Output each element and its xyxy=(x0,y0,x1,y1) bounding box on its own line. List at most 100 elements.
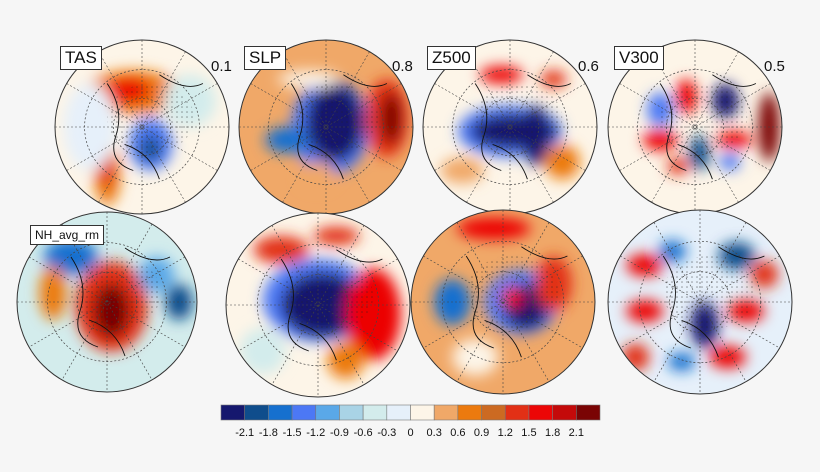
anomaly-region xyxy=(313,226,360,246)
colorbar-swatch xyxy=(481,404,506,421)
coastline xyxy=(474,74,572,180)
anomaly-region xyxy=(709,346,746,369)
anomaly-region xyxy=(750,260,779,289)
panel-label-v300: V300 xyxy=(614,46,664,70)
latitude-line xyxy=(665,97,725,157)
anomaly-region xyxy=(540,70,567,88)
colorbar-swatch xyxy=(244,404,269,421)
colorbar-swatch xyxy=(339,404,364,421)
longitude-line xyxy=(28,256,186,348)
map-border xyxy=(16,211,198,393)
colorbar-tick-label: 0 xyxy=(407,427,413,439)
latitude-line xyxy=(480,97,540,157)
colorbar-swatch xyxy=(386,404,411,421)
coastline xyxy=(662,246,765,358)
polar-map-nh-avg-rm xyxy=(16,211,198,393)
colorbar-tick-label: 1.8 xyxy=(545,427,560,439)
longitude-line xyxy=(619,83,771,171)
anomaly-region xyxy=(299,161,335,188)
latitude-line xyxy=(669,271,731,333)
colorbar: -2.1 -1.8 -1.5 -1.2 -0.9 -0.6 -0.3 0 0.3 0.6 0.9 1.… xyxy=(220,404,601,439)
anomaly-region xyxy=(278,70,340,88)
colorbar-swatch xyxy=(220,404,245,421)
longitude-line xyxy=(619,83,771,171)
anomaly-region xyxy=(626,300,664,323)
longitude-line xyxy=(651,51,739,203)
longitude-line xyxy=(423,255,583,349)
map-border xyxy=(225,212,411,398)
longitude-line xyxy=(238,258,398,352)
coastline xyxy=(280,249,383,361)
coastline xyxy=(659,74,757,180)
panel-label-z500: Z500 xyxy=(427,46,476,70)
colorbar-tick-label: -1.5 xyxy=(283,427,302,439)
longitude-line xyxy=(282,51,370,203)
longitude-line xyxy=(434,83,586,171)
significance-stipple xyxy=(291,83,379,154)
longitude-line xyxy=(61,223,153,381)
anomaly-region xyxy=(719,153,741,171)
colorbar-swatch xyxy=(433,404,459,421)
colorbar-tick-label: 2.1 xyxy=(569,427,584,439)
longitude-line xyxy=(250,83,402,171)
map-border xyxy=(410,209,596,395)
colorbar-tick-label: 0.3 xyxy=(427,427,442,439)
longitude-line xyxy=(434,83,586,171)
significance-stipple xyxy=(466,255,559,330)
anomaly-region xyxy=(239,328,286,374)
colorbar-swatch xyxy=(315,404,340,421)
colorbar-swatch xyxy=(528,404,553,421)
anomaly-region xyxy=(253,236,309,264)
colorbar-swatch xyxy=(457,404,482,421)
colorbar-tick-label: -0.3 xyxy=(377,427,396,439)
colorbar-tick-label: -2.1 xyxy=(235,427,254,439)
map-border xyxy=(54,39,230,215)
longitude-line xyxy=(651,51,739,203)
significance-stipple xyxy=(71,257,161,329)
latitude-line xyxy=(296,97,356,157)
significance-stipple xyxy=(475,83,563,154)
longitude-line xyxy=(98,51,186,203)
anomaly-region xyxy=(452,338,499,376)
colorbar-swatch xyxy=(362,404,388,421)
significance-stipple xyxy=(663,255,756,330)
coastline xyxy=(70,247,171,357)
colorbar-swatch xyxy=(410,404,435,421)
significance-stipple xyxy=(281,259,374,333)
significance-stipple xyxy=(107,83,195,154)
colorbar-tick-label: 0.9 xyxy=(474,427,489,439)
colorbar-swatch xyxy=(504,404,530,421)
anomaly-region xyxy=(544,144,580,180)
coastline xyxy=(290,74,388,180)
panel-value-tas: 0.1 xyxy=(211,58,232,75)
panel-label-slp: SLP xyxy=(244,46,287,70)
longitude-line xyxy=(456,222,550,382)
colorbar-swatch xyxy=(552,404,577,421)
panel-value-slp: 0.8 xyxy=(392,58,413,75)
colorbar-tick-label: -0.6 xyxy=(354,427,373,439)
longitude-line xyxy=(282,51,370,203)
panel-label-tas: TAS xyxy=(60,46,102,70)
longitude-line xyxy=(250,83,402,171)
latitude-line xyxy=(287,274,349,336)
map-border xyxy=(607,209,793,395)
polar-map-v300-bottom xyxy=(607,209,793,395)
significance-stipple xyxy=(660,83,748,154)
anomaly-region xyxy=(63,83,116,171)
latitude-line xyxy=(112,97,172,157)
polar-map-z500-bottom xyxy=(410,209,596,395)
panel-value-z500: 0.6 xyxy=(578,58,599,75)
polar-map-tas xyxy=(54,39,230,215)
longitude-line xyxy=(98,51,186,203)
longitude-line xyxy=(66,83,218,171)
longitude-line xyxy=(466,51,554,203)
colorbar-tick-label: -1.8 xyxy=(259,427,278,439)
polar-map-slp-bottom xyxy=(225,212,411,398)
anomaly-region xyxy=(327,341,364,379)
coastline xyxy=(465,246,568,358)
colorbar-swatch xyxy=(268,404,293,421)
colorbar-tick-label: 1.5 xyxy=(521,427,536,439)
longitude-line xyxy=(66,83,218,171)
anomaly-region xyxy=(479,66,524,84)
